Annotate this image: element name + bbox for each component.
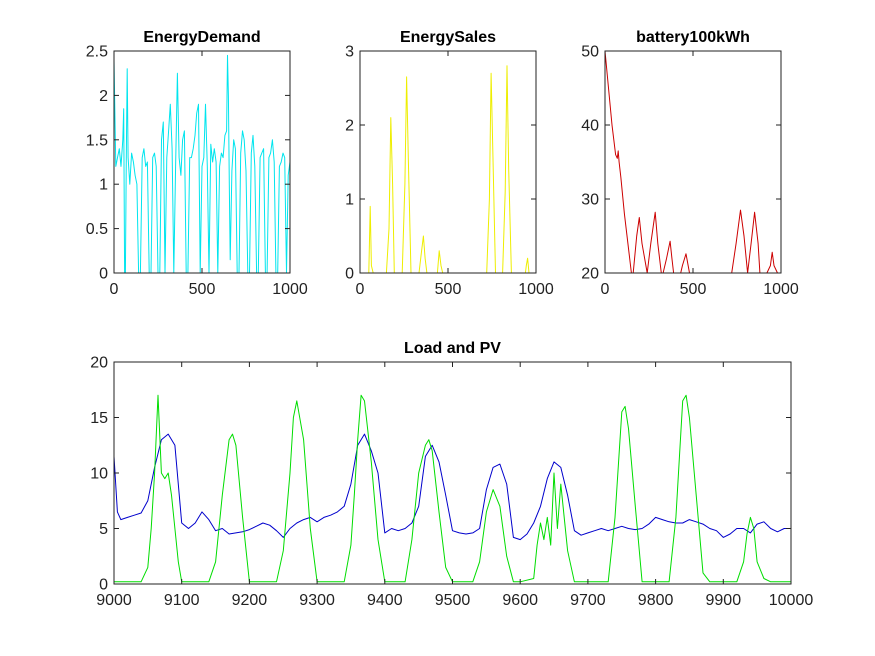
y-tick-label: 0.5 xyxy=(86,221,108,238)
series-line-0 xyxy=(113,433,791,541)
x-tick-label: 9800 xyxy=(638,592,674,609)
x-tick-label: 9200 xyxy=(232,592,268,609)
energy-sales-chart: 0 500 1000 0 1 2 3 EnergySales xyxy=(345,29,554,298)
x-tick-label: 9000 xyxy=(96,592,132,609)
x-tick-label: 10000 xyxy=(769,592,814,609)
x-tick-label: 9100 xyxy=(164,592,200,609)
chart-title: Load and PV xyxy=(404,340,501,357)
y-tick-label: 30 xyxy=(581,192,599,209)
series-line-1 xyxy=(114,394,791,583)
energy-demand-chart: 0 500 1000 0 0.5 1 1.5 2 2.5 EnergyDemand xyxy=(86,29,308,298)
y-tick-label: 15 xyxy=(90,410,108,427)
y-tick-label: 5 xyxy=(99,521,108,538)
series-line-0 xyxy=(360,65,536,274)
y-tick-label: 2.5 xyxy=(86,44,108,61)
y-tick-label: 20 xyxy=(90,355,108,372)
y-tick-label: 0 xyxy=(345,266,354,283)
y-tick-label: 2 xyxy=(345,118,354,135)
axes-box xyxy=(359,50,537,274)
x-tick-label: 0 xyxy=(356,281,365,298)
x-tick-label: 1000 xyxy=(272,281,308,298)
x-tick-label: 9700 xyxy=(570,592,606,609)
y-tick-label: 0 xyxy=(99,577,108,594)
x-tick-label: 500 xyxy=(435,281,462,298)
y-tick-label: 20 xyxy=(581,266,599,283)
x-tick-label: 9300 xyxy=(299,592,335,609)
axes-box xyxy=(113,361,792,585)
x-tick-label: 9400 xyxy=(367,592,403,609)
x-tick-label: 1000 xyxy=(763,281,799,298)
y-tick-label: 10 xyxy=(90,466,108,483)
y-tick-label: 1 xyxy=(99,177,108,194)
y-tick-label: 2 xyxy=(99,88,108,105)
chart-title: EnergySales xyxy=(400,29,496,46)
x-tick-label: 500 xyxy=(189,281,216,298)
y-tick-label: 40 xyxy=(581,118,599,135)
y-tick-label: 1.5 xyxy=(86,132,108,149)
load-and-pv-chart: 9000 9100 9200 9300 9400 9500 9600 9700 9800 9900… xyxy=(90,340,813,609)
y-tick-label: 50 xyxy=(581,44,599,61)
y-tick-label: 3 xyxy=(345,44,354,61)
x-tick-label: 9600 xyxy=(502,592,538,609)
y-tick-label: 0 xyxy=(99,266,108,283)
battery-chart: 0 500 1000 20 30 40 50 battery100kWh xyxy=(581,29,799,298)
chart-title: battery100kWh xyxy=(636,29,750,46)
series-line-0 xyxy=(113,54,291,274)
chart-title: EnergyDemand xyxy=(143,29,260,46)
x-tick-label: 0 xyxy=(110,281,119,298)
x-tick-label: 9900 xyxy=(706,592,742,609)
x-tick-label: 0 xyxy=(601,281,610,298)
axes-box xyxy=(604,50,782,274)
y-tick-label: 1 xyxy=(345,192,354,209)
x-tick-label: 1000 xyxy=(518,281,554,298)
series-line-0 xyxy=(604,50,781,274)
x-tick-label: 500 xyxy=(680,281,707,298)
x-tick-label: 9500 xyxy=(435,592,471,609)
